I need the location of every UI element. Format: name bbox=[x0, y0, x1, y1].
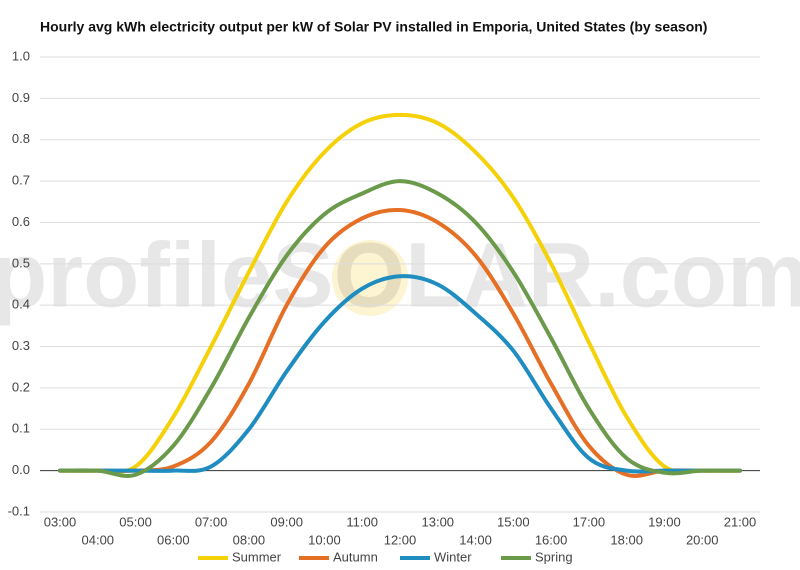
x-tick-label: 12:00 bbox=[384, 532, 417, 547]
series-line bbox=[58, 179, 742, 478]
x-tick-label: 17:00 bbox=[573, 514, 606, 529]
y-tick-label: 0.4 bbox=[12, 297, 30, 312]
x-tick-label: 15:00 bbox=[497, 514, 530, 529]
y-tick-label: -0.1 bbox=[8, 503, 30, 518]
legend-label: Autumn bbox=[333, 549, 378, 564]
x-tick-label: 09:00 bbox=[270, 514, 303, 529]
x-tick-label: 20:00 bbox=[686, 532, 719, 547]
x-tick-label: 19:00 bbox=[648, 514, 681, 529]
legend-label: Winter bbox=[434, 549, 472, 564]
y-tick-label: 0.8 bbox=[12, 131, 30, 146]
y-tick-label: 0.0 bbox=[12, 462, 30, 477]
series-line bbox=[58, 274, 742, 474]
y-tick-label: 0.3 bbox=[12, 338, 30, 353]
x-tick-label: 10:00 bbox=[308, 532, 341, 547]
y-tick-label: 1.0 bbox=[12, 48, 30, 63]
legend-label: Spring bbox=[535, 549, 573, 564]
x-tick-label: 16:00 bbox=[535, 532, 568, 547]
chart-title: Hourly avg kWh electricity output per kW… bbox=[40, 19, 707, 35]
x-tick-label: 08:00 bbox=[233, 532, 266, 547]
y-tick-label: 0.2 bbox=[12, 379, 30, 394]
x-tick-label: 11:00 bbox=[346, 514, 378, 529]
series-line bbox=[58, 112, 742, 474]
x-tick-label: 07:00 bbox=[195, 514, 228, 529]
legend-label: Summer bbox=[232, 549, 282, 564]
y-tick-label: 0.6 bbox=[12, 214, 30, 229]
x-tick-label: 21:00 bbox=[724, 514, 757, 529]
x-tick-label: 13:00 bbox=[422, 514, 455, 529]
x-tick-label: 06:00 bbox=[157, 532, 190, 547]
y-tick-label: 0.7 bbox=[12, 173, 30, 188]
x-tick-label: 03:00 bbox=[44, 514, 77, 529]
y-tick-label: 0.5 bbox=[12, 255, 30, 270]
y-tick-label: 0.1 bbox=[12, 421, 30, 436]
series-line bbox=[58, 207, 742, 478]
x-tick-label: 04:00 bbox=[82, 532, 115, 547]
x-tick-label: 14:00 bbox=[459, 532, 492, 547]
x-tick-label: 18:00 bbox=[610, 532, 643, 547]
y-tick-label: 0.9 bbox=[12, 90, 30, 105]
x-tick-label: 05:00 bbox=[119, 514, 152, 529]
